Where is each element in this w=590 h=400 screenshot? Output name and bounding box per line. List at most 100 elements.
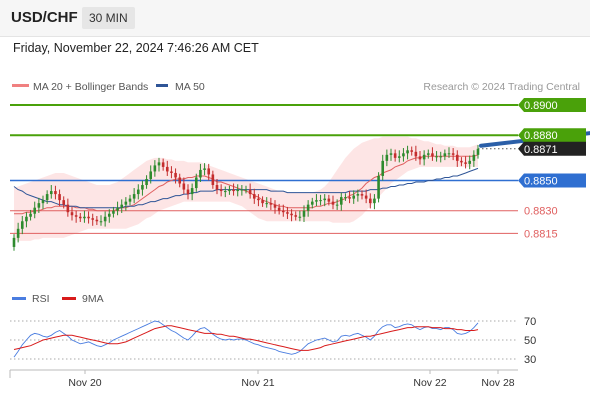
candle-body <box>236 189 240 192</box>
level-label-support: 0.8830 <box>524 206 558 218</box>
level-label-resistance: 0.8880 <box>524 130 558 142</box>
candle-body <box>178 177 182 184</box>
level-badge-shape <box>518 141 586 156</box>
candle-body <box>37 203 41 208</box>
candle-body <box>356 194 360 196</box>
candle-body <box>298 216 302 218</box>
candle-body <box>244 189 248 191</box>
candle-body <box>472 154 476 161</box>
candle-body <box>124 201 128 205</box>
candle-body <box>12 237 16 247</box>
candle-body <box>228 189 231 192</box>
candle-body <box>112 210 115 214</box>
candle-body <box>107 213 111 217</box>
x-tick-label: Nov 22 <box>413 377 446 389</box>
candle-body <box>190 188 194 195</box>
candle-body <box>431 153 434 157</box>
candle-body <box>170 171 173 173</box>
candle-body <box>418 156 422 160</box>
candle-body <box>203 168 206 170</box>
candle-body <box>194 177 198 189</box>
candle-body <box>281 210 285 213</box>
candle-body <box>16 228 20 238</box>
legend-swatch-9ma <box>62 297 76 300</box>
candle-body <box>265 203 269 205</box>
candle-body <box>344 197 347 199</box>
candle-body <box>443 153 447 157</box>
level-label-resistance: 0.8900 <box>524 100 558 112</box>
x-tick-label: Nov 20 <box>68 377 101 389</box>
candle-body <box>45 194 49 201</box>
candle-body <box>132 194 136 199</box>
level-badge-shape <box>518 173 586 188</box>
candle-body <box>286 212 289 214</box>
rsi-line <box>13 320 479 358</box>
header-bar: USD/CHF 30 MIN <box>0 0 590 37</box>
candle-body <box>290 213 293 216</box>
candle-body <box>385 154 389 161</box>
level-badge-shape <box>518 128 586 143</box>
candle-body <box>327 198 331 202</box>
candle-body <box>331 201 335 205</box>
rsi-tick-label: 30 <box>524 354 536 366</box>
candle-body <box>248 189 252 195</box>
candle-body <box>120 204 124 208</box>
level-badge-pivot: 0.8850 <box>518 173 586 188</box>
timeframe-button[interactable]: 30 MIN <box>82 7 135 29</box>
level-label-current: 0.8871 <box>524 144 558 156</box>
candle-body <box>70 212 74 216</box>
candle-body <box>310 201 314 205</box>
candle-body <box>215 185 219 190</box>
candle-body <box>360 194 364 196</box>
candle-body <box>78 216 82 219</box>
candle-body <box>352 195 356 199</box>
x-tick-label: Nov 28 <box>481 377 514 389</box>
candle-body <box>153 165 157 172</box>
candle-body <box>95 219 99 222</box>
candle-body <box>468 160 472 164</box>
symbol-title: USD/CHF <box>11 9 78 26</box>
candle-body <box>406 150 409 154</box>
candle-body <box>302 210 306 217</box>
candle-body <box>273 204 277 208</box>
candle-body <box>464 162 467 164</box>
candle-body <box>41 200 45 204</box>
candle-body <box>277 207 281 211</box>
candle-body <box>422 154 426 160</box>
legend-label-9ma: 9MA <box>82 293 104 305</box>
candle-body <box>145 178 148 186</box>
candle-body <box>414 151 418 157</box>
candle-body <box>165 166 169 172</box>
candle-body <box>149 171 153 179</box>
candle-body <box>199 169 202 178</box>
candle-body <box>397 156 401 158</box>
legend-swatch-rsi <box>12 297 26 300</box>
candle-body <box>58 194 61 201</box>
level-label-pivot: 0.8850 <box>524 176 558 188</box>
candle-body <box>373 198 376 204</box>
candle-body <box>232 189 235 192</box>
candle-body <box>207 168 211 175</box>
level-labels-layer: 0.8900 0.8880 0.8871 0.8850 0.8830 0.8815 <box>518 98 586 240</box>
candle-body <box>261 200 264 204</box>
candle-body <box>377 175 380 199</box>
candle-body <box>174 172 177 178</box>
candle-body <box>161 162 165 167</box>
rsi-panel: 70 50 30 <box>10 316 536 366</box>
legend-swatch-ma50 <box>156 84 168 87</box>
candle-body <box>323 198 327 201</box>
candle-body <box>25 216 28 222</box>
candle-body <box>389 153 393 155</box>
candle-body <box>368 198 372 204</box>
candle-body <box>87 216 90 219</box>
candle-body <box>476 148 480 155</box>
candle-body <box>435 156 438 158</box>
x-tick-label: Nov 21 <box>241 377 274 389</box>
candle-body <box>455 154 459 161</box>
candle-body <box>186 189 190 195</box>
candle-body <box>49 191 53 195</box>
candle-body <box>381 160 385 176</box>
legend-label-rsi: RSI <box>32 293 50 305</box>
candle-body <box>257 198 260 201</box>
